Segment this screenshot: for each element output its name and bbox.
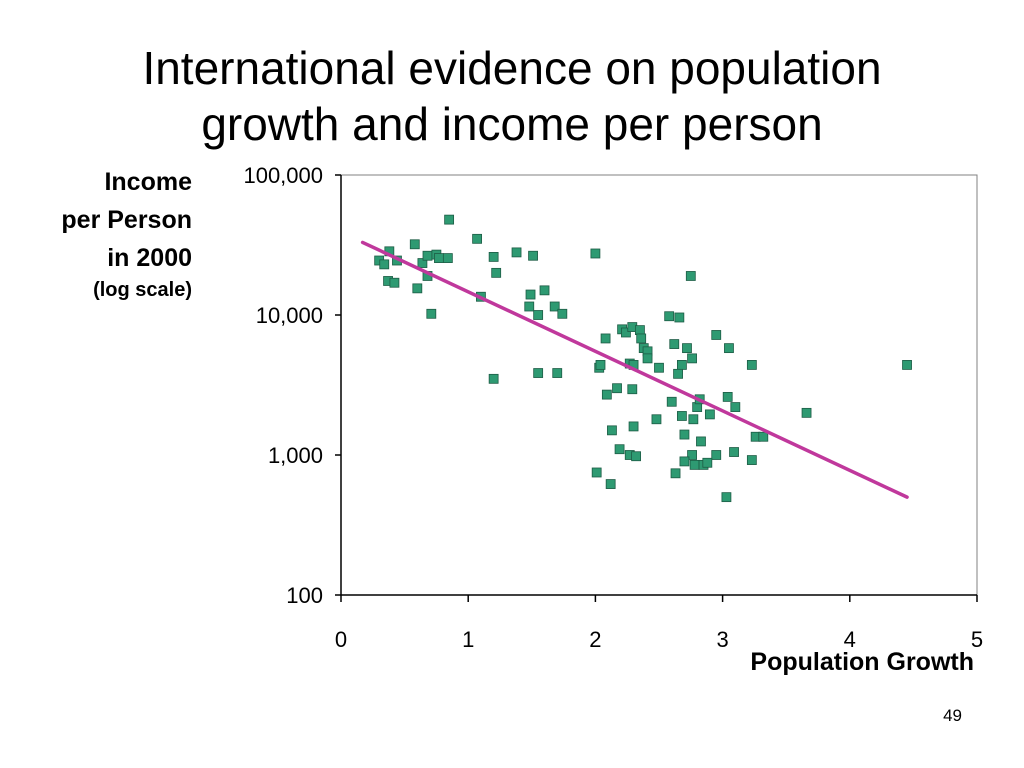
trend-line — [360, 240, 909, 499]
data-point — [379, 259, 390, 270]
data-point — [704, 409, 715, 420]
data-point — [670, 468, 681, 479]
y-tick-label: 10,000 — [256, 303, 323, 328]
y-axis-label-line-3: in 2000 — [107, 244, 192, 272]
data-point — [689, 459, 700, 470]
data-point — [533, 368, 544, 378]
y-tick-label: 100,000 — [243, 163, 323, 188]
data-point — [525, 289, 536, 300]
data-point — [591, 467, 602, 478]
data-point — [614, 444, 625, 455]
plot-area-border — [340, 174, 978, 596]
data-point — [409, 239, 420, 250]
data-point — [444, 214, 455, 225]
data-point — [724, 343, 734, 354]
data-point — [552, 368, 563, 378]
data-point — [679, 429, 690, 440]
data-point — [621, 327, 631, 338]
data-point — [631, 451, 642, 462]
data-point — [669, 339, 680, 349]
data-point — [605, 479, 616, 489]
data-point — [664, 311, 675, 322]
data-point — [687, 353, 697, 364]
data-point — [673, 368, 683, 379]
data-point — [426, 308, 437, 319]
data-point — [702, 457, 713, 468]
data-point — [801, 407, 812, 418]
data-point — [729, 447, 739, 457]
data-point — [434, 253, 444, 263]
data-point — [688, 414, 699, 425]
data-point — [902, 360, 912, 370]
data-point — [389, 277, 400, 288]
data-point — [676, 360, 687, 370]
data-point — [721, 492, 732, 503]
data-point — [642, 353, 653, 364]
page-number: 49 — [943, 706, 962, 725]
y-tick-label: 100 — [286, 583, 323, 608]
data-point — [491, 267, 502, 278]
data-point — [472, 233, 483, 244]
data-point — [651, 414, 662, 425]
y-axis-scale-note: (log scale) — [93, 279, 192, 301]
title-line-2: growth and income per person — [201, 98, 823, 150]
data-point — [488, 252, 499, 262]
data-point — [746, 360, 757, 370]
data-point — [422, 250, 433, 261]
y-axis-label: Income per Person in 2000 (log scale) — [20, 163, 192, 303]
data-point — [674, 312, 685, 323]
data-point — [533, 310, 544, 320]
data-point — [442, 253, 453, 263]
x-tick-label: 3 — [716, 627, 728, 652]
data-point — [687, 450, 697, 460]
data-point — [654, 362, 664, 373]
y-axis-label-line-1: Income — [104, 168, 192, 196]
x-axis-label: Population Growth — [750, 648, 974, 676]
data-point — [557, 308, 568, 319]
data-point — [746, 455, 757, 465]
data-point — [628, 421, 639, 432]
data-point — [549, 301, 560, 312]
data-point — [590, 248, 601, 259]
data-point — [696, 436, 706, 447]
data-point — [666, 396, 677, 407]
data-point — [524, 301, 535, 312]
data-point — [488, 373, 499, 384]
data-point — [607, 425, 617, 436]
data-point — [682, 343, 692, 354]
x-tick-label: 5 — [971, 627, 983, 652]
data-point — [730, 402, 741, 412]
data-point — [595, 360, 606, 370]
data-point — [685, 271, 696, 281]
x-tick-label: 4 — [844, 627, 856, 652]
x-tick-label: 1 — [462, 627, 474, 652]
data-point — [722, 392, 733, 402]
data-point — [627, 384, 638, 395]
data-point — [711, 450, 722, 460]
data-point — [539, 285, 550, 296]
data-point — [417, 258, 428, 268]
title-line-1: International evidence on population — [142, 42, 882, 94]
data-point — [711, 330, 722, 340]
data-point — [612, 383, 622, 394]
data-point — [676, 411, 687, 421]
data-point — [636, 333, 647, 344]
x-tick-label: 2 — [589, 627, 601, 652]
y-tick-label: 1,000 — [268, 443, 323, 468]
y-axis-label-line-2: per Person — [61, 206, 192, 234]
data-point — [601, 389, 612, 400]
data-point — [412, 283, 423, 294]
x-tick-label: 0 — [335, 627, 347, 652]
data-point — [635, 325, 645, 336]
data-point — [758, 431, 769, 442]
data-point — [679, 456, 690, 467]
data-point — [511, 247, 522, 258]
data-point — [600, 333, 611, 344]
data-point — [528, 250, 538, 261]
slide-title: International evidence on population gro… — [0, 40, 1024, 152]
